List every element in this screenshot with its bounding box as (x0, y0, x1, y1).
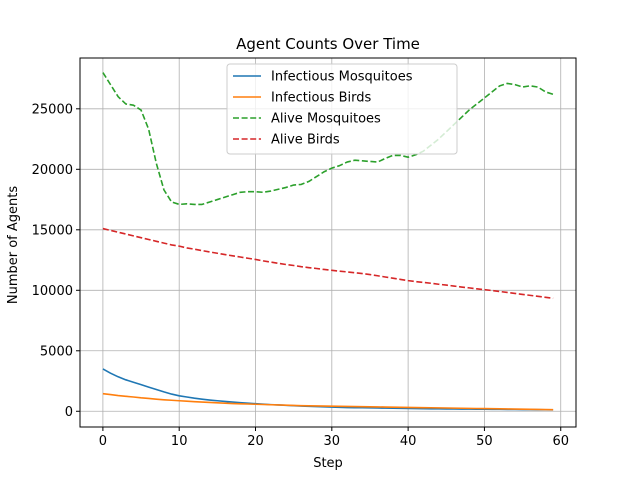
y-tick-label: 0 (65, 405, 73, 420)
y-axis: 0 5000 10000 15000 20000 25000 (32, 102, 80, 420)
y-tick-label: 20000 (32, 163, 73, 178)
legend-entry: Infectious Mosquitoes (271, 70, 413, 85)
x-tick-label: 50 (476, 434, 493, 449)
x-tick-label: 10 (171, 434, 188, 449)
x-tick-label: 0 (99, 434, 107, 449)
series-line-alive-birds (102, 227, 554, 300)
x-tick-label: 30 (324, 434, 341, 449)
plot-frame (79, 57, 577, 428)
x-tick-label: 40 (400, 434, 417, 449)
y-axis-label: Number of Agents (6, 186, 21, 304)
legend-box (226, 63, 458, 155)
y-tick-label: 5000 (40, 344, 73, 359)
series-line-alive-mosquitoes (102, 72, 554, 206)
series-line-infectious-mosquitoes (102, 368, 554, 411)
y-tick-label: 10000 (32, 284, 73, 299)
x-tick-label: 20 (247, 434, 264, 449)
x-axis: 0 10 20 30 40 50 60 (99, 427, 569, 449)
y-tick-label: 25000 (32, 102, 73, 117)
legend-entry: Infectious Birds (271, 91, 372, 106)
y-tick-label: 15000 (32, 223, 73, 238)
series-line-infectious-birds (102, 392, 554, 411)
x-tick-label: 60 (552, 434, 569, 449)
legend: Infectious Mosquitoes Infectious Birds Ali… (226, 63, 458, 155)
series-layer (102, 72, 554, 411)
x-axis-label: Step (313, 456, 343, 471)
chart-title: Agent Counts Over Time (236, 35, 420, 53)
legend-entry: Alive Birds (271, 133, 340, 148)
legend-entry: Alive Mosquitoes (271, 112, 381, 127)
